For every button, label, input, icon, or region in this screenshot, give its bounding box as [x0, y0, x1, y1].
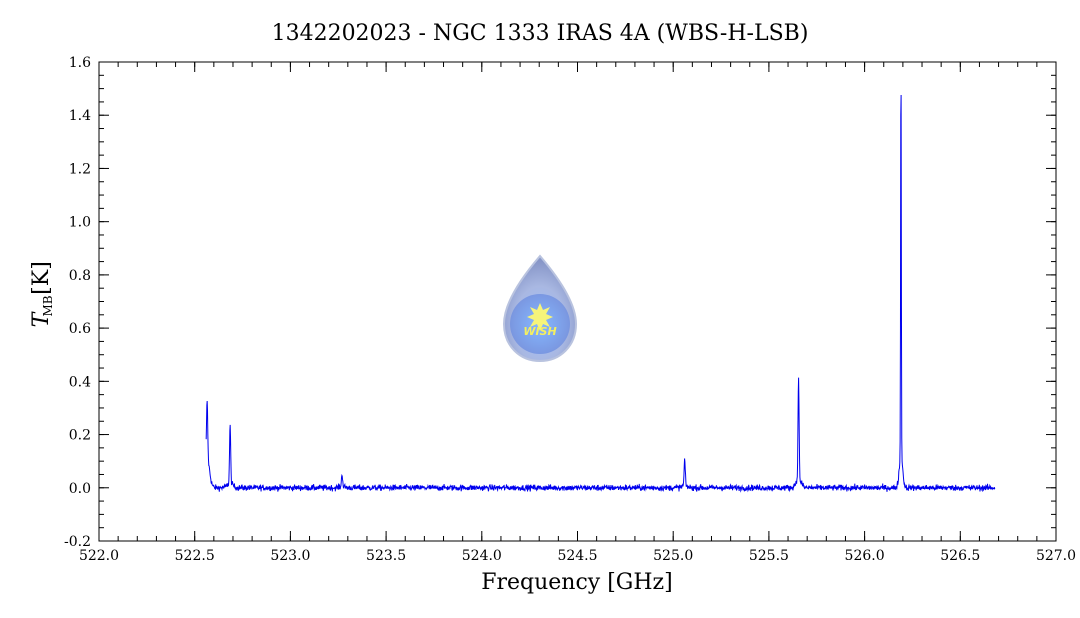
x-tick-label: 523.0	[270, 548, 310, 564]
x-tick-label: 524.0	[462, 548, 502, 564]
y-axis-label-unit: [K]	[29, 261, 54, 295]
y-tick-label: 1.0	[69, 215, 91, 231]
y-tick-label: 0.4	[69, 374, 91, 390]
y-tick-label: 0.6	[69, 321, 91, 337]
series-group	[205, 95, 996, 493]
x-tick-label: 525.5	[749, 548, 789, 564]
wish-logo: WISH	[502, 254, 578, 363]
y-axis-label-main: T	[29, 310, 54, 327]
x-tick-label: 525.0	[653, 548, 693, 564]
y-tick-label: 1.4	[69, 108, 91, 124]
x-tick-label: 523.5	[366, 548, 406, 564]
y-tick-label: 1.2	[69, 161, 91, 177]
chart-title: 1342202023 - NGC 1333 IRAS 4A (WBS-H-LSB…	[272, 21, 809, 46]
x-tick-label: 522.5	[175, 548, 215, 564]
plot-frame	[98, 61, 1057, 542]
x-tick-label: 522.0	[79, 548, 119, 564]
y-tick-label: -0.2	[64, 534, 91, 550]
plot-axes: 522.0 522.5 523.0 523.5 524.0 524.5 525.0 525.5…	[64, 55, 1076, 564]
wish-logo-label: WISH	[523, 325, 556, 338]
x-tick-label: 526.5	[940, 548, 980, 564]
y-tick-label: 0.2	[69, 428, 91, 444]
y-axis-label: T MB [K]	[29, 261, 55, 327]
y-axis-label-sub: MB	[41, 295, 55, 316]
x-tick-label: 526.0	[845, 548, 885, 564]
x-tick-label: 524.5	[557, 548, 597, 564]
x-axis-label: Frequency [GHz]	[481, 570, 673, 595]
y-tick-label: 0.0	[69, 481, 91, 497]
x-tick-label: 527.0	[1036, 548, 1076, 564]
spectrum-line	[205, 95, 996, 493]
y-tick-label: 1.6	[69, 55, 91, 71]
y-tick-label: 0.8	[69, 268, 91, 284]
